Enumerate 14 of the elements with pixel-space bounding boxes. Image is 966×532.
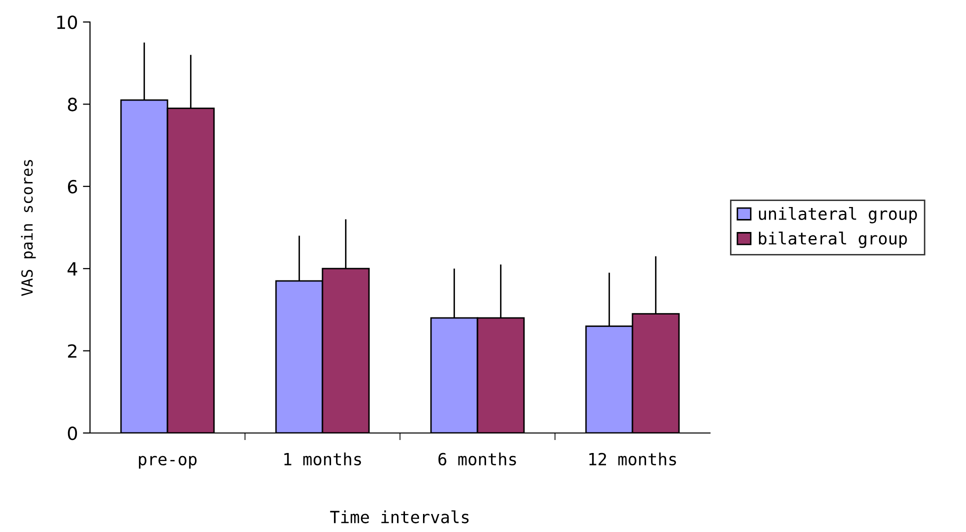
legend-label: bilateral group xyxy=(758,232,907,248)
x-tick-label: 6 months xyxy=(438,452,516,466)
legend-label: unilateral group xyxy=(758,207,917,224)
y-tick-label: 0 xyxy=(68,426,77,440)
y-tick-label: 2 xyxy=(68,344,76,358)
x-axis-title: Time intervals xyxy=(330,510,469,524)
y-axis-title: VAS pain scores xyxy=(20,160,36,296)
y-tick-label: 10 xyxy=(57,15,77,30)
x-tick-label: 1 months xyxy=(284,452,361,466)
x-tick-label: pre-op xyxy=(138,456,197,469)
y-tick-label: 6 xyxy=(68,180,78,194)
y-tick-label: 4 xyxy=(68,262,78,276)
y-tick-label: 8 xyxy=(68,98,77,112)
x-tick-label: 12 months xyxy=(589,452,676,466)
